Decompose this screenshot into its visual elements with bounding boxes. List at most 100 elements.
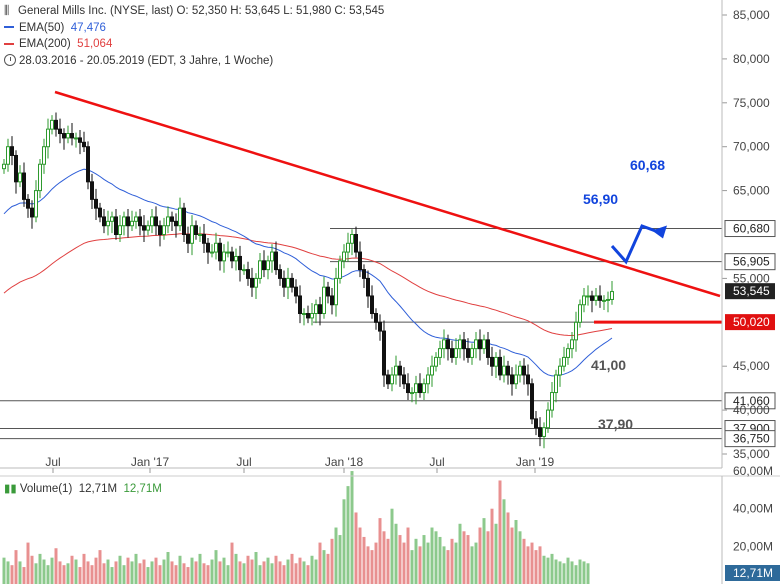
x-tick-label: Jan '18 bbox=[325, 455, 364, 469]
y-tick-label: 45,000 bbox=[733, 359, 770, 373]
volume-bar bbox=[266, 557, 270, 584]
level-badge-label: 50,020 bbox=[733, 315, 770, 329]
volume-bar bbox=[318, 542, 322, 584]
volume-bar bbox=[342, 499, 346, 584]
volume-legend-value1: 12,71M bbox=[78, 483, 118, 495]
volume-bar bbox=[338, 535, 342, 584]
volume-bar bbox=[478, 527, 482, 584]
x-tick-label: Jul bbox=[45, 455, 60, 469]
candle-body bbox=[490, 356, 494, 367]
volume-bar bbox=[562, 563, 566, 584]
candle-body bbox=[286, 277, 290, 288]
candle-body bbox=[594, 295, 598, 301]
candle-body bbox=[258, 260, 262, 279]
volume-bar bbox=[218, 561, 222, 584]
volume-bar bbox=[450, 538, 454, 584]
volume-legend-label: Volume(1) bbox=[19, 483, 73, 495]
volume-bar bbox=[242, 563, 246, 584]
candle-body bbox=[434, 356, 438, 367]
legend-symbol-line: General Mills Inc. (NYSE, last) O: 52,35… bbox=[18, 5, 385, 17]
candle-body bbox=[450, 348, 454, 358]
candle-body bbox=[418, 383, 422, 394]
volume-bar bbox=[422, 535, 426, 584]
x-axis: Jul Jan '17 Jul Jan '18 Jul Jan '19 bbox=[0, 455, 722, 473]
volume-bar bbox=[322, 550, 326, 584]
volume-bar bbox=[198, 553, 202, 584]
candle-body bbox=[226, 251, 230, 254]
volume-bar bbox=[526, 546, 530, 584]
candle-body bbox=[70, 133, 74, 139]
candle-body bbox=[350, 234, 354, 244]
candle-body bbox=[382, 330, 386, 376]
last-price-label: 53,545 bbox=[733, 284, 770, 298]
volume-bar bbox=[398, 535, 402, 584]
volume-bar bbox=[162, 559, 166, 584]
candle-body bbox=[38, 163, 42, 192]
y-axis: 85,000 80,000 75,000 70,000 65,000 55,000 45,0… bbox=[721, 0, 770, 468]
candle-body bbox=[462, 339, 466, 350]
volume-bar bbox=[494, 523, 498, 584]
candle-body bbox=[98, 207, 102, 218]
candle-body bbox=[546, 409, 550, 429]
volume-bar bbox=[462, 531, 466, 584]
candle-body bbox=[262, 260, 266, 271]
candle-body bbox=[214, 242, 218, 253]
volume-bar bbox=[214, 550, 218, 584]
level-badge-label: 36,750 bbox=[733, 432, 770, 446]
level-badge bbox=[724, 392, 776, 410]
volume-bar bbox=[222, 557, 226, 584]
legend-range-row: 28.03.2016 - 20.05.2019 (EDT, 3 Jahre, 1… bbox=[4, 53, 384, 70]
candle-body bbox=[534, 418, 538, 429]
candle-body bbox=[278, 269, 282, 279]
candle-body bbox=[18, 172, 22, 183]
candle-body bbox=[610, 291, 614, 300]
volume-bar bbox=[546, 557, 550, 584]
candle-body bbox=[482, 339, 486, 350]
candle-body bbox=[118, 225, 122, 236]
volume-bar bbox=[118, 555, 122, 584]
y-tick-label: 40,000 bbox=[733, 403, 770, 417]
candlesticks bbox=[2, 112, 614, 449]
volume-tick-label: 20,00M bbox=[733, 539, 773, 553]
volume-bar bbox=[6, 561, 10, 584]
candle-body bbox=[30, 207, 34, 218]
volume-bar bbox=[250, 559, 254, 584]
candle-body bbox=[298, 295, 302, 315]
candle-body bbox=[194, 225, 198, 236]
volume-bar bbox=[502, 499, 506, 584]
volume-bar bbox=[174, 565, 178, 584]
candle-body bbox=[42, 146, 46, 165]
clock-icon bbox=[4, 53, 16, 66]
volume-bar bbox=[70, 555, 74, 584]
level-badge-label: 41,060 bbox=[733, 394, 770, 408]
volume-bar bbox=[554, 559, 558, 584]
volume-bar bbox=[418, 546, 422, 584]
volume-bar bbox=[146, 567, 150, 584]
legend-ema50-label: EMA(50) bbox=[19, 21, 65, 34]
legend-ema200-row: EMA(200) 51,064 bbox=[4, 36, 384, 53]
volume-bar bbox=[234, 553, 238, 584]
candle-body bbox=[570, 339, 574, 350]
last-price-badge bbox=[725, 283, 775, 300]
candle-body bbox=[242, 269, 246, 272]
candle-body bbox=[378, 321, 382, 332]
candle-body bbox=[438, 348, 442, 358]
level-badge bbox=[725, 314, 775, 331]
candle-body bbox=[306, 313, 310, 319]
candle-body bbox=[46, 128, 50, 148]
candle-body bbox=[210, 251, 214, 254]
volume-bar bbox=[230, 542, 234, 584]
candle-body bbox=[202, 234, 206, 244]
volume-bar bbox=[290, 553, 294, 584]
volume-bar bbox=[530, 542, 534, 584]
volume-bar bbox=[10, 565, 14, 584]
candle-body bbox=[402, 374, 406, 385]
candle-body bbox=[474, 339, 478, 350]
candle-body bbox=[58, 128, 62, 135]
candle-body bbox=[310, 313, 314, 319]
candle-body bbox=[282, 277, 286, 288]
x-tick-label: Jul bbox=[236, 455, 251, 469]
candle-body bbox=[430, 365, 434, 376]
volume-bar bbox=[126, 557, 130, 584]
